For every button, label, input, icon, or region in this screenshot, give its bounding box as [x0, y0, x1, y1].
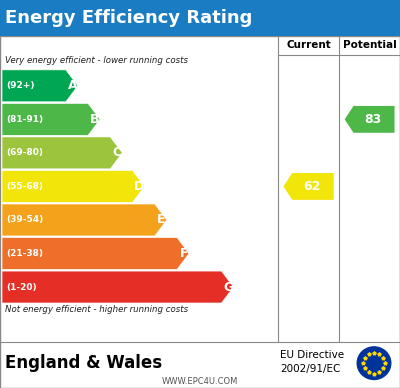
Text: C: C: [112, 146, 122, 159]
Text: (21-38): (21-38): [6, 249, 43, 258]
Text: (69-80): (69-80): [6, 148, 43, 158]
Text: Not energy efficient - higher running costs: Not energy efficient - higher running co…: [5, 305, 188, 314]
Bar: [0, 0, 400, 36]
Text: 2002/91/EC: 2002/91/EC: [280, 364, 340, 374]
Text: F: F: [179, 247, 188, 260]
Polygon shape: [2, 237, 189, 270]
Text: D: D: [134, 180, 144, 193]
Text: WWW.EPC4U.COM: WWW.EPC4U.COM: [162, 377, 238, 386]
Circle shape: [357, 347, 391, 379]
Polygon shape: [2, 204, 167, 236]
Polygon shape: [345, 106, 394, 133]
Polygon shape: [2, 103, 100, 135]
Text: B: B: [90, 113, 100, 126]
Text: E: E: [157, 213, 166, 227]
Text: (92+): (92+): [6, 81, 34, 90]
Text: 62: 62: [303, 180, 320, 193]
Text: (55-68): (55-68): [6, 182, 43, 191]
Text: (81-91): (81-91): [6, 115, 43, 124]
Polygon shape: [284, 173, 334, 200]
Text: G: G: [223, 281, 233, 294]
Polygon shape: [2, 170, 144, 203]
Text: A: A: [68, 79, 77, 92]
Text: 83: 83: [364, 113, 382, 126]
Text: (39-54): (39-54): [6, 215, 43, 225]
Text: Energy Efficiency Rating: Energy Efficiency Rating: [5, 9, 252, 27]
Polygon shape: [2, 70, 78, 102]
Polygon shape: [2, 271, 234, 303]
Text: Potential: Potential: [343, 40, 396, 50]
Text: Very energy efficient - lower running costs: Very energy efficient - lower running co…: [5, 56, 188, 66]
Text: (1-20): (1-20): [6, 282, 37, 291]
Text: England & Wales: England & Wales: [5, 354, 162, 372]
Text: EU Directive: EU Directive: [280, 350, 344, 360]
Text: Current: Current: [286, 40, 331, 50]
Polygon shape: [2, 137, 122, 169]
